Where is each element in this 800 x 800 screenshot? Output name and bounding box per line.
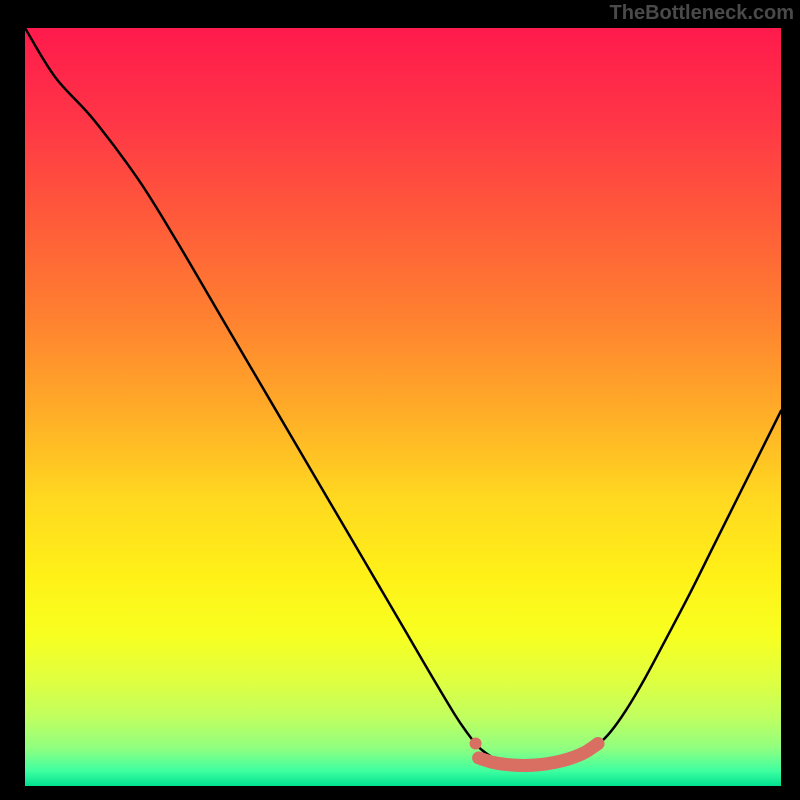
bottleneck-chart [25, 28, 781, 786]
attribution-text: TheBottleneck.com [610, 2, 794, 25]
chart-svg [25, 28, 781, 786]
gradient-background [25, 28, 781, 786]
marker-dot [470, 738, 482, 750]
